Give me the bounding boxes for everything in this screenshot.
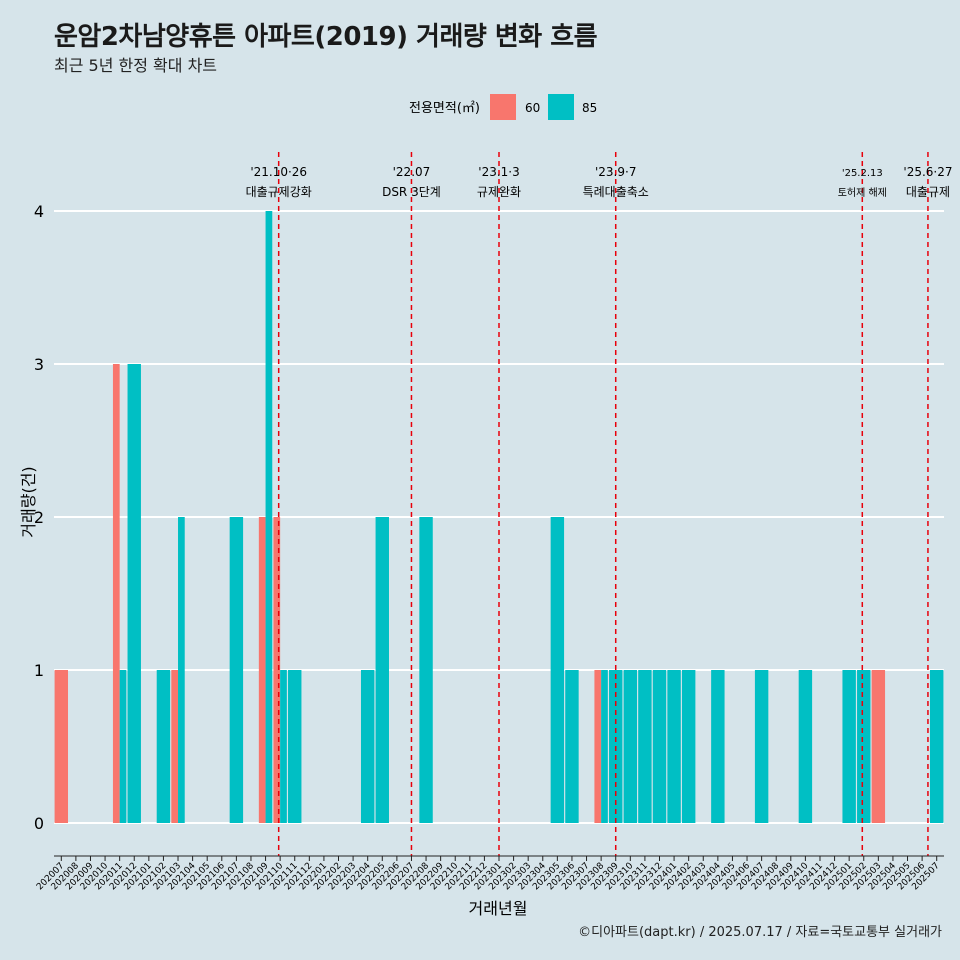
- bar-85-202011: [119, 670, 127, 823]
- chart-title: 운암2차남양휴튼 아파트(2019) 거래량 변화 흐름: [54, 22, 598, 52]
- source-caption: ©디아파트(dapt.kr) / 2025.07.17 / 자료=국토교통부 실…: [578, 925, 942, 940]
- bar-85-202109: [265, 211, 273, 823]
- bars: [54, 211, 944, 823]
- bar-85-202402: [681, 670, 696, 823]
- bar-85-202305: [550, 517, 565, 823]
- event-date-5: '25.2.13: [842, 168, 883, 179]
- y-axis-title: 거래량(건): [19, 466, 38, 537]
- bar-60-202110: [273, 517, 281, 823]
- event-label-4: 특례대출축소: [583, 185, 649, 199]
- event-date-6: '25.6·27: [903, 165, 952, 179]
- chart-subtitle: 최근 5년 한정 확대 차트: [54, 56, 218, 75]
- bar-85-202107: [229, 517, 244, 823]
- bar-85-202401: [667, 670, 681, 823]
- bar-85-202410: [798, 670, 813, 823]
- bar-85-202312: [652, 670, 667, 823]
- x-axis-title: 거래년월: [469, 899, 528, 918]
- event-date-2: '22.07: [393, 165, 431, 179]
- legend-swatch-60: [490, 94, 516, 120]
- legend-title: 전용면적(㎡): [409, 101, 480, 116]
- bar-85-202103: [178, 517, 185, 823]
- bar-60-202103: [171, 670, 179, 823]
- event-label-5: 토허제 해제: [838, 186, 887, 199]
- bar-85-202502: [857, 670, 871, 823]
- bar-85-202507: [929, 670, 944, 823]
- x-axis: 2020072020082020092020102020112020122021…: [35, 855, 944, 892]
- bar-85-202308: [601, 670, 608, 823]
- event-label-3: 규제완화: [477, 185, 521, 199]
- event-label-6: 대출규제: [906, 185, 950, 199]
- bar-85-202102: [156, 670, 171, 823]
- event-markers: '21.10·26 대출규제강화 '22.07 DSR 3단계 '23.1·3 규제완화 '…: [246, 152, 953, 856]
- bar-85-202404: [711, 670, 725, 823]
- y-tick-label: 3: [34, 355, 44, 374]
- bar-85-202204: [360, 670, 375, 823]
- bar-60-202011: [112, 364, 120, 823]
- event-label-2: DSR 3단계: [382, 185, 441, 199]
- bar-85-202306: [565, 670, 579, 823]
- bar-85-202311: [638, 670, 652, 823]
- bar-85-202111: [288, 670, 302, 823]
- legend: 전용면적(㎡) 60 85: [409, 94, 597, 120]
- y-tick-label: 1: [34, 661, 44, 680]
- legend-label-60: 60: [525, 101, 540, 115]
- legend-label-85: 85: [582, 101, 597, 115]
- bar-60-202007: [54, 670, 69, 823]
- event-date-4: '23.9·7: [595, 165, 636, 179]
- bar-60-202109: [258, 517, 266, 823]
- bar-60-202503: [871, 670, 886, 823]
- bar-85-202205: [375, 517, 389, 823]
- bar-60-202308: [594, 670, 602, 823]
- bar-85-202407: [754, 670, 769, 823]
- event-date-1: '21.10·26: [250, 165, 307, 179]
- legend-swatch-85: [548, 94, 574, 120]
- y-tick-label: 2: [34, 508, 44, 527]
- event-date-3: '23.1·3: [478, 165, 519, 179]
- y-axis: 0 1 2 3 4: [34, 202, 44, 833]
- bar-85-202110: [280, 670, 287, 823]
- event-label-1: 대출규제강화: [246, 185, 312, 199]
- y-tick-label: 4: [34, 202, 44, 221]
- bar-85-202310: [623, 670, 638, 823]
- bar-85-202501: [842, 670, 856, 823]
- y-tick-label: 0: [34, 814, 44, 833]
- bar-85-202208: [419, 517, 433, 823]
- bar-85-202012: [127, 364, 141, 823]
